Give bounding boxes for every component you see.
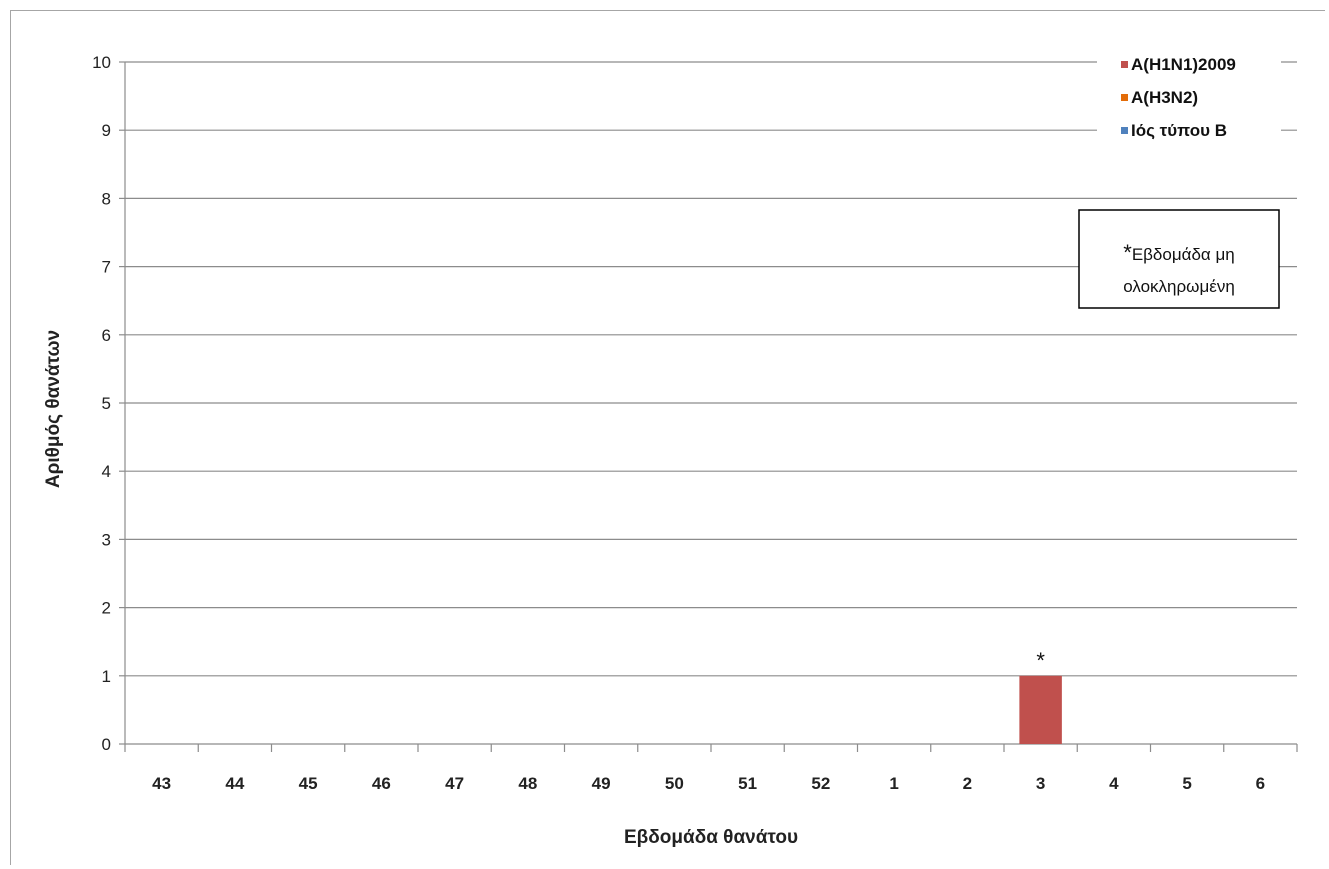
bar-annotations: *: [1036, 648, 1045, 673]
x-tick-labels: 43 44 45 46 47 48 49 50 51 52 1 2 3 4 5 6: [152, 774, 1265, 793]
x-tick-label-5: 5: [1182, 774, 1191, 793]
y-tick-label-9: 9: [102, 121, 111, 140]
note-line-1: *Εβδομάδα μη: [1123, 240, 1234, 265]
y-tick-label-0: 0: [102, 735, 111, 754]
legend-label-2: Ιός τύπου Β: [1131, 121, 1227, 140]
y-tick-label-10: 10: [92, 53, 111, 72]
x-tick-label-51: 51: [738, 774, 757, 793]
y-tick-label-2: 2: [102, 599, 111, 618]
axes: [119, 61, 1298, 752]
x-tick-label-44: 44: [225, 774, 244, 793]
x-tick-label-49: 49: [592, 774, 611, 793]
x-tick-label-50: 50: [665, 774, 684, 793]
note-star: *: [1123, 240, 1132, 265]
y-tick-label-3: 3: [102, 530, 111, 549]
y-tick-labels: 0 1 2 3 4 5 6 7 8 9 10: [92, 53, 111, 754]
bar-annotation-3: *: [1036, 648, 1045, 673]
x-tick-label-4: 4: [1109, 774, 1119, 793]
note-box: [1078, 209, 1280, 309]
note-text-1: Εβδομάδα μη: [1132, 245, 1235, 264]
gridlines: [125, 61, 1297, 677]
legend-swatch-0: [1121, 61, 1128, 68]
legend-label-1: A(H3N2): [1131, 88, 1198, 107]
y-tick-label-8: 8: [102, 189, 111, 208]
x-tick-label-45: 45: [299, 774, 318, 793]
y-tick-label-5: 5: [102, 394, 111, 413]
legend: A(H1N1)2009 A(H3N2) Ιός τύπου Β: [1097, 41, 1281, 151]
x-tick-label-43: 43: [152, 774, 171, 793]
legend-label-0: A(H1N1)2009: [1131, 55, 1236, 74]
y-tick-label-7: 7: [102, 258, 111, 277]
y-tick-label-1: 1: [102, 667, 111, 686]
x-tick-label-52: 52: [811, 774, 830, 793]
x-tick-label-2: 2: [963, 774, 972, 793]
y-tick-label-4: 4: [102, 462, 111, 481]
x-tick-label-1: 1: [889, 774, 898, 793]
chart-frame: 0 1 2 3 4 5 6 7 8 9 10 43 44 45 46 47 48 49 50 51 52 1 2 3 4 5 6 …: [10, 10, 1325, 865]
y-tick-label-6: 6: [102, 326, 111, 345]
x-tick-label-47: 47: [445, 774, 464, 793]
legend-swatch-1: [1121, 94, 1128, 101]
legend-swatch-2: [1121, 127, 1128, 134]
x-tick-label-6: 6: [1256, 774, 1265, 793]
bar-3-series-0: [1019, 675, 1062, 744]
incomplete-week-note: *Εβδομάδα μη ολοκληρωμένη: [1078, 209, 1280, 309]
note-line-2: ολοκληρωμένη: [1123, 277, 1235, 296]
y-axis-title: Αριθμός θανάτων: [43, 330, 64, 488]
x-tick-label-48: 48: [518, 774, 537, 793]
x-tick-label-46: 46: [372, 774, 391, 793]
x-axis-title: Εβδομάδα θανάτου: [624, 827, 798, 848]
x-tick-label-3: 3: [1036, 774, 1045, 793]
bars: [1019, 675, 1062, 744]
